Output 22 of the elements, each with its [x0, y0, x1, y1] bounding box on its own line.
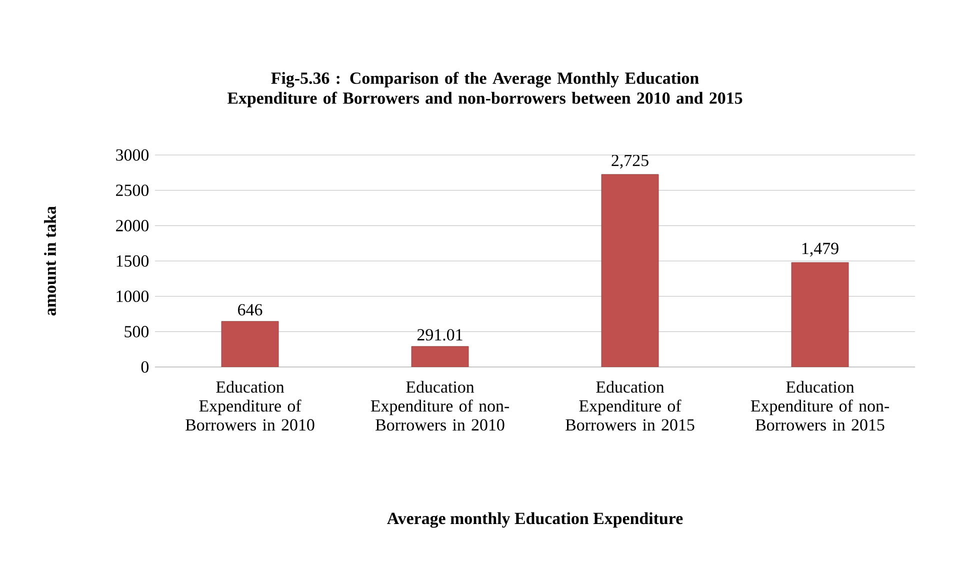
- y-tick-label: 1500: [116, 255, 149, 267]
- y-tick-label: 1000: [116, 290, 149, 302]
- y-tick-label: 500: [124, 326, 149, 338]
- x-tick-label: Education Expenditure of non-Borrowers in 2010: [370, 380, 510, 431]
- y-tick-label: 2000: [116, 220, 149, 232]
- x-tick-label: Education Expenditure of Borrowers in 2015: [566, 380, 694, 431]
- bar: [601, 174, 659, 367]
- x-tick-label: Education Expenditure of non-Borrowers in 2015: [750, 380, 890, 431]
- data-label: 291.01: [417, 329, 462, 341]
- y-tick-label: 2500: [116, 184, 149, 196]
- chart-title: Fig-5.36 : Comparison of the Average Monthly Education Expenditure of Borrowers and non-borrowers between 2010 and 2015: [227, 72, 742, 108]
- y-axis-title: amount in taka: [44, 206, 56, 316]
- bar: [411, 346, 469, 367]
- x-axis-title: Average monthly Education Expenditure: [387, 512, 683, 528]
- data-label: 1,479: [802, 242, 838, 257]
- bar: [221, 321, 279, 367]
- y-tick-label: 3000: [116, 149, 149, 161]
- y-tick-label: 0: [141, 361, 149, 373]
- data-label: 646: [238, 304, 262, 316]
- bar: [791, 262, 849, 367]
- data-label: 2,725: [612, 154, 648, 169]
- x-tick-label: Education Expenditure of Borrowers in 2010: [186, 380, 314, 431]
